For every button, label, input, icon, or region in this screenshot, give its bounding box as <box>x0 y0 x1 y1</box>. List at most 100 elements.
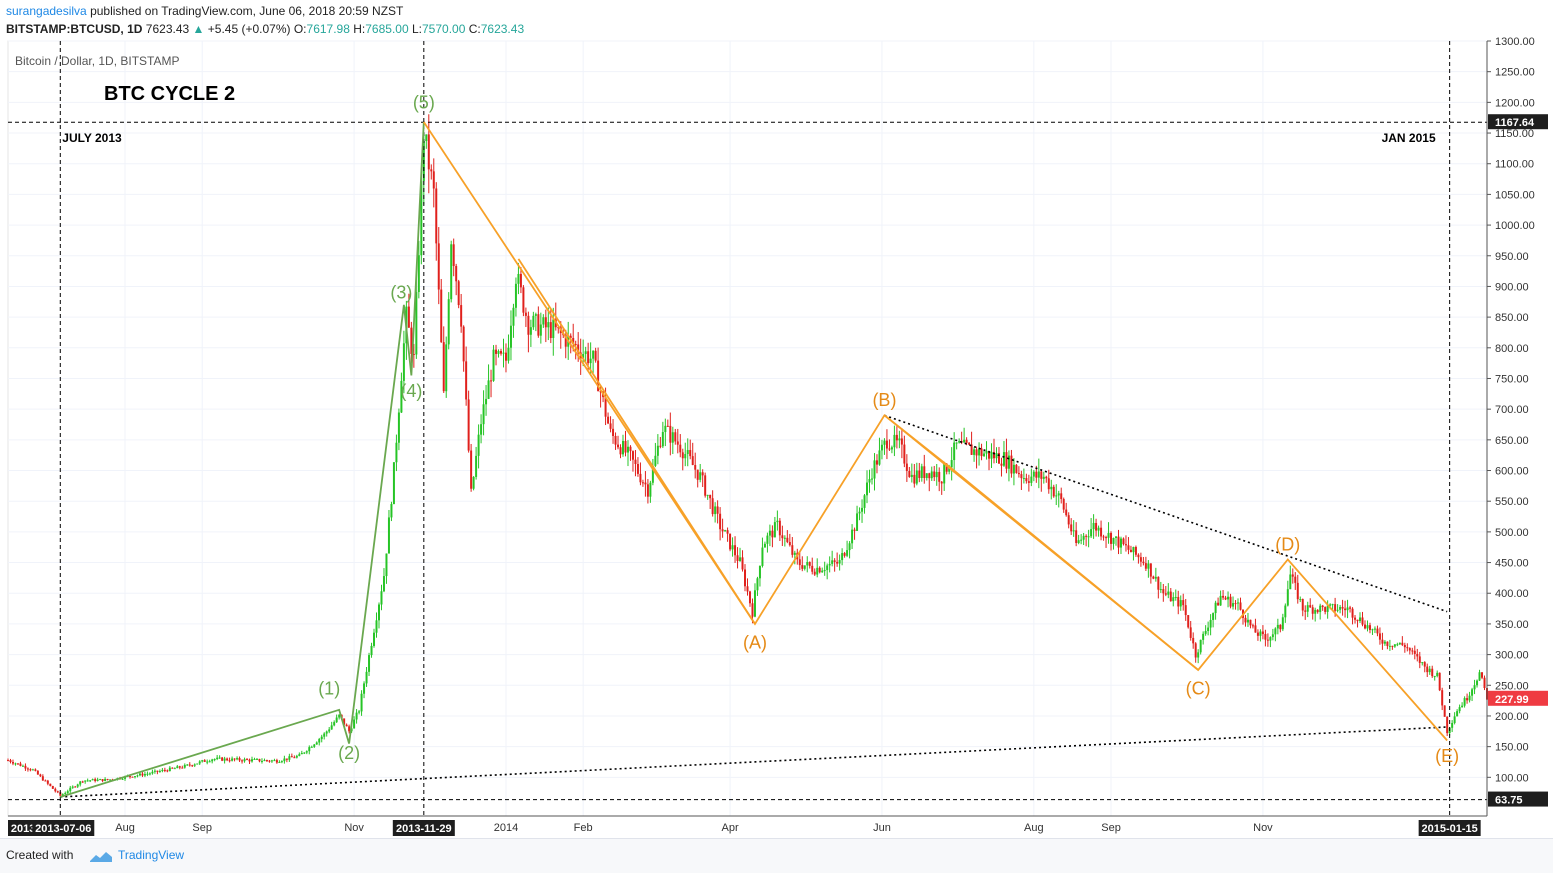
candle-body <box>263 760 266 762</box>
candle-body <box>1229 596 1232 607</box>
candle-body <box>589 358 592 364</box>
candle-body <box>221 757 224 761</box>
candle-body <box>1057 493 1060 496</box>
candle-body <box>1416 653 1419 657</box>
price-tick-label: 900.00 <box>1495 281 1529 293</box>
time-marker-label: 2013-07-06 <box>35 823 91 835</box>
publish-info: surangadesilva published on TradingView.… <box>6 4 403 18</box>
candle-body <box>44 780 47 782</box>
candle-body <box>968 442 971 445</box>
candle-body <box>587 351 590 364</box>
high-value: 7685.00 <box>365 22 409 36</box>
candle-body <box>31 769 34 771</box>
candle-body <box>1052 486 1055 497</box>
price-tick-label: 1150.00 <box>1495 128 1534 140</box>
candle-body <box>654 455 657 466</box>
candle-body <box>213 759 216 761</box>
candle-body <box>569 335 572 339</box>
candle-body <box>445 344 448 392</box>
candle-body <box>739 557 742 561</box>
candle-body <box>79 781 82 785</box>
candle-body <box>1466 698 1469 701</box>
candle-body <box>761 547 764 566</box>
candle-body <box>676 441 679 445</box>
candle-body <box>594 350 597 361</box>
candle-body <box>318 739 321 743</box>
candle-body <box>76 784 79 787</box>
candle-body <box>1227 596 1230 600</box>
candle-body <box>1311 607 1314 614</box>
candle-body <box>1144 563 1147 569</box>
candle-body <box>1207 627 1210 632</box>
price-tick-label: 1200.00 <box>1495 97 1535 109</box>
candle-body <box>572 338 575 345</box>
candle-body <box>783 537 786 539</box>
candle-body <box>1461 705 1464 708</box>
author-link[interactable]: surangadesilva <box>6 4 87 18</box>
candle-body <box>1296 582 1299 600</box>
candle-body <box>141 773 144 776</box>
candle-body <box>629 446 632 452</box>
candle-body <box>475 455 478 477</box>
candle-body <box>1154 576 1157 579</box>
candle-body <box>303 752 306 754</box>
candle-body <box>1436 672 1439 676</box>
candle-body <box>848 543 851 551</box>
price-chart[interactable]: (1) (2) (3) (4) (5) (A) (B) (C) (D) (E) JULY 2013 J… <box>0 0 1553 838</box>
candle-body <box>1301 599 1304 611</box>
candle-body <box>1344 608 1347 611</box>
candle-body <box>218 757 221 759</box>
candle-body <box>920 466 923 478</box>
price-tick-label: 600.00 <box>1495 466 1529 478</box>
candle-body <box>460 305 463 327</box>
candle-body <box>1137 554 1140 558</box>
candle-body <box>1110 532 1113 544</box>
candle-body <box>1386 641 1389 646</box>
candle-body <box>945 463 948 472</box>
candle-body <box>385 553 388 577</box>
candle-body <box>1274 628 1277 635</box>
candle-body <box>524 312 527 316</box>
candle-body <box>1027 481 1030 483</box>
candle-body <box>841 553 844 561</box>
candle-body <box>943 463 946 484</box>
candle-body <box>188 764 191 766</box>
time-tick-label: Jun <box>873 822 891 834</box>
candle-body <box>1289 574 1292 590</box>
candle-body <box>669 425 672 443</box>
candle-body <box>148 773 151 775</box>
candle-body <box>1157 576 1160 590</box>
candle-body <box>1095 522 1098 531</box>
candle-body <box>1035 471 1038 478</box>
candle-body <box>888 448 891 450</box>
candle-body <box>509 325 512 348</box>
candle-body <box>138 773 141 776</box>
tradingview-link[interactable]: TradingView <box>118 848 185 862</box>
price-marker-badge <box>1488 114 1548 130</box>
candle-body <box>763 543 766 548</box>
candle-body <box>758 565 761 579</box>
candle-body <box>741 557 744 570</box>
candle-body <box>771 530 774 538</box>
candle-body <box>803 565 806 569</box>
plot-area <box>7 40 1488 817</box>
candle-body <box>485 398 488 405</box>
candle-body <box>1269 637 1272 641</box>
candle-body <box>300 753 303 755</box>
candle-body <box>990 451 993 459</box>
candle-body <box>1279 624 1282 630</box>
candle-body <box>477 434 480 456</box>
candle-body <box>1234 603 1237 605</box>
candle-body <box>1179 600 1182 607</box>
candle-body <box>858 511 861 514</box>
candle-body <box>283 758 286 762</box>
candle-body <box>1326 605 1329 612</box>
price-tick-label: 450.00 <box>1495 558 1529 570</box>
candle-body <box>420 181 423 256</box>
price-tick-label: 1300.00 <box>1495 36 1535 48</box>
candle-body <box>1373 628 1376 630</box>
candle-body <box>726 530 729 534</box>
close-value: 7623.43 <box>480 22 525 36</box>
candle-body <box>1122 538 1125 545</box>
candle-body <box>1246 619 1249 623</box>
